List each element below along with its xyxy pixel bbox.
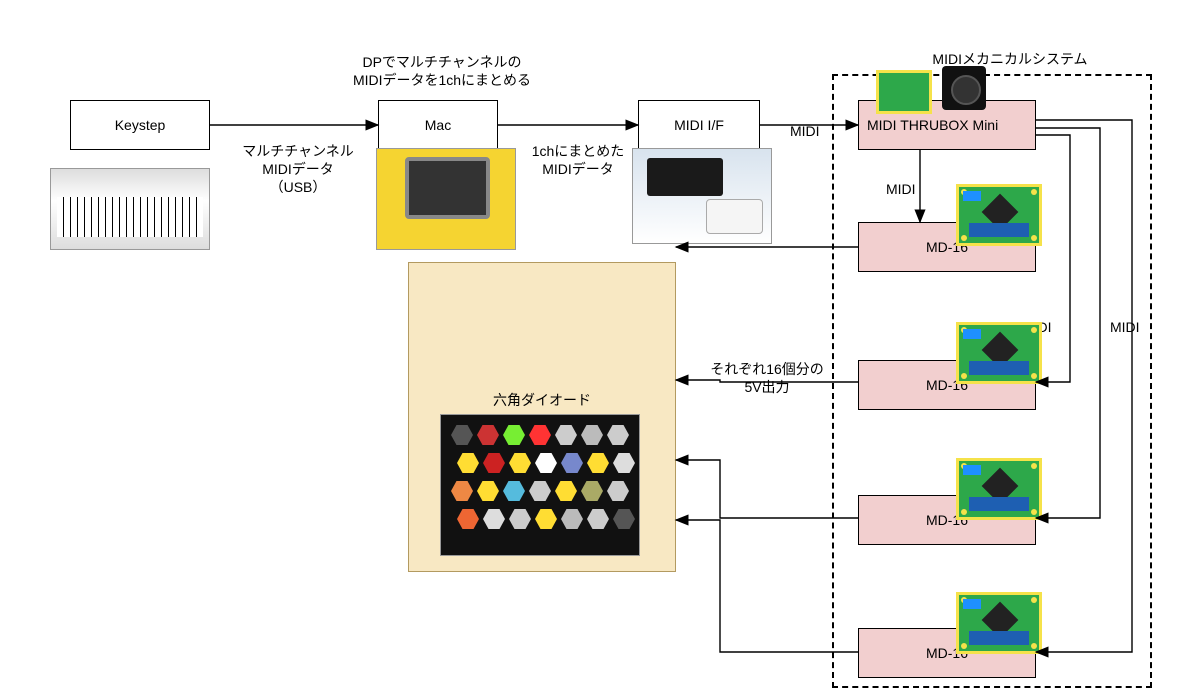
label-thru-md1: MIDI [886,180,916,198]
pcb-md16-2 [956,322,1042,384]
hex-diode-title: 六角ダイオード [409,391,675,409]
pcb-md16-1 [956,184,1042,246]
label-if-thru: MIDI [790,122,820,140]
pcb-md16-4 [956,592,1042,654]
label-mac-if: 1chにまとめた MIDIデータ [508,142,648,178]
photo-mac [376,148,516,250]
node-mac: Mac [378,100,498,150]
pcb-md16-3 [956,458,1042,520]
label-key-mac: マルチチャンネル MIDIデータ （USB） [218,142,378,197]
node-midiif: MIDI I/F [638,100,760,150]
diagram-canvas: { "type": "flowchart", "canvas": { "widt… [0,0,1200,688]
label-midi-right2: MIDI [1110,318,1140,336]
label-dp-note: DPでマルチチャンネルの MIDIデータを1chにまとめる [302,53,582,89]
label-5v: それぞれ16個分の 5V出力 [692,360,842,396]
photo-hex-diode [440,414,640,556]
node-mac-label: Mac [425,117,451,133]
node-midiif-label: MIDI I/F [674,117,724,133]
photo-midi-if [632,148,772,244]
photo-keystep [50,168,210,250]
pcb-thrubox [876,62,986,116]
node-keystep-label: Keystep [115,117,166,133]
node-keystep: Keystep [70,100,210,150]
node-thrubox-label: MIDI THRUBOX Mini [867,117,998,133]
